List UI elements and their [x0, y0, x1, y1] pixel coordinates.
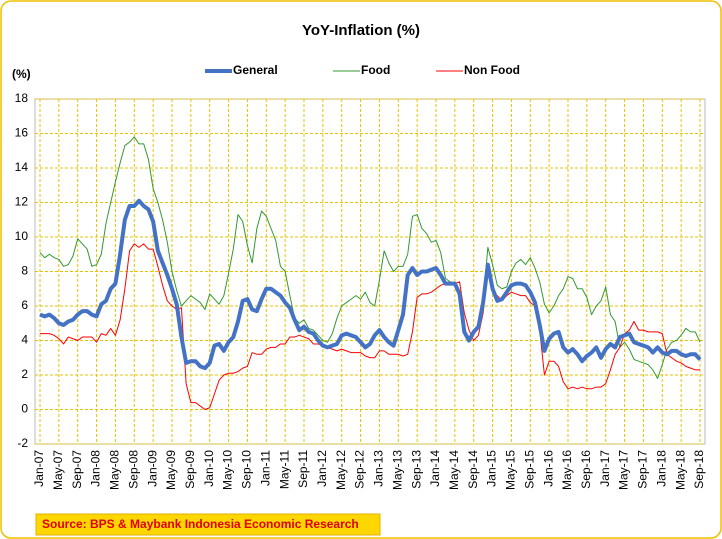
x-tick-label: May-18 [673, 450, 687, 490]
x-tick-label: May-15 [504, 450, 518, 490]
x-tick-label: Jan-18 [654, 450, 668, 487]
y-tick-label: 18 [15, 91, 29, 105]
y-axis-label: (%) [12, 67, 31, 81]
source: Source: BPS & Maybank Indonesia Economic… [42, 517, 359, 531]
legend-label: General [233, 63, 278, 77]
x-tick-label: Jan-07 [32, 450, 46, 487]
x-tick-label: Jan-16 [541, 450, 555, 487]
x-tick-label: May-10 [221, 450, 235, 490]
x-tick-label: Sep-18 [692, 450, 706, 489]
y-tick-label: 10 [15, 229, 29, 243]
y-tick-label: 0 [21, 402, 28, 416]
y-tick-label: 8 [21, 264, 28, 278]
series-line [40, 243, 700, 410]
series-line [39, 198, 702, 371]
chart-title: YoY-Inflation (%) [302, 22, 420, 39]
x-tick-label: May-13 [390, 450, 404, 490]
x-tick-label: Sep-14 [466, 450, 480, 489]
x-tick-label: Jan-17 [598, 450, 612, 487]
x-tick-label: Sep-09 [183, 450, 197, 489]
legend-label: Non Food [464, 63, 520, 77]
x-tick-label: Sep-08 [126, 450, 140, 489]
y-tick-label: 6 [21, 298, 28, 312]
y-tick-label: 2 [21, 367, 28, 381]
y-tick-label: 14 [15, 160, 29, 174]
series-line [39, 136, 701, 379]
x-tick-label: Jan-15 [485, 450, 499, 487]
x-tick-label: Jan-08 [89, 450, 103, 487]
legend-label: Food [361, 63, 390, 77]
x-tick-label: May-14 [447, 450, 461, 490]
y-tick-label: -2 [17, 436, 28, 450]
x-tick-label: Sep-10 [240, 450, 254, 489]
x-tick-label: May-11 [277, 450, 291, 489]
x-tick-label: Sep-16 [579, 450, 593, 489]
x-tick-label: Jan-10 [202, 450, 216, 487]
x-tick-label: May-09 [164, 450, 178, 490]
x-tick-label: Sep-13 [409, 450, 423, 489]
source-box [35, 513, 381, 536]
x-tick-label: Jan-14 [428, 450, 442, 487]
x-tick-label: Sep-15 [522, 450, 536, 489]
x-tick-label: Jan-11 [258, 450, 272, 486]
x-tick-label: Jan-12 [315, 450, 329, 487]
x-tick-label: Jan-13 [372, 450, 386, 487]
x-tick-label: Sep-17 [636, 450, 650, 489]
x-tick-label: May-16 [560, 450, 574, 490]
x-tick-label: May-08 [108, 450, 122, 490]
x-tick-label: Sep-11 [296, 450, 310, 488]
y-tick-label: 16 [15, 126, 29, 140]
x-tick-label: May-17 [617, 450, 631, 490]
y-tick-label: 12 [15, 195, 29, 209]
x-tick-label: Sep-07 [70, 450, 84, 489]
x-tick-label: May-12 [334, 450, 348, 490]
x-tick-label: May-07 [51, 450, 65, 490]
x-tick-label: Sep-12 [353, 450, 367, 489]
x-tick-label: Jan-09 [145, 450, 159, 487]
y-tick-label: 4 [21, 333, 28, 347]
